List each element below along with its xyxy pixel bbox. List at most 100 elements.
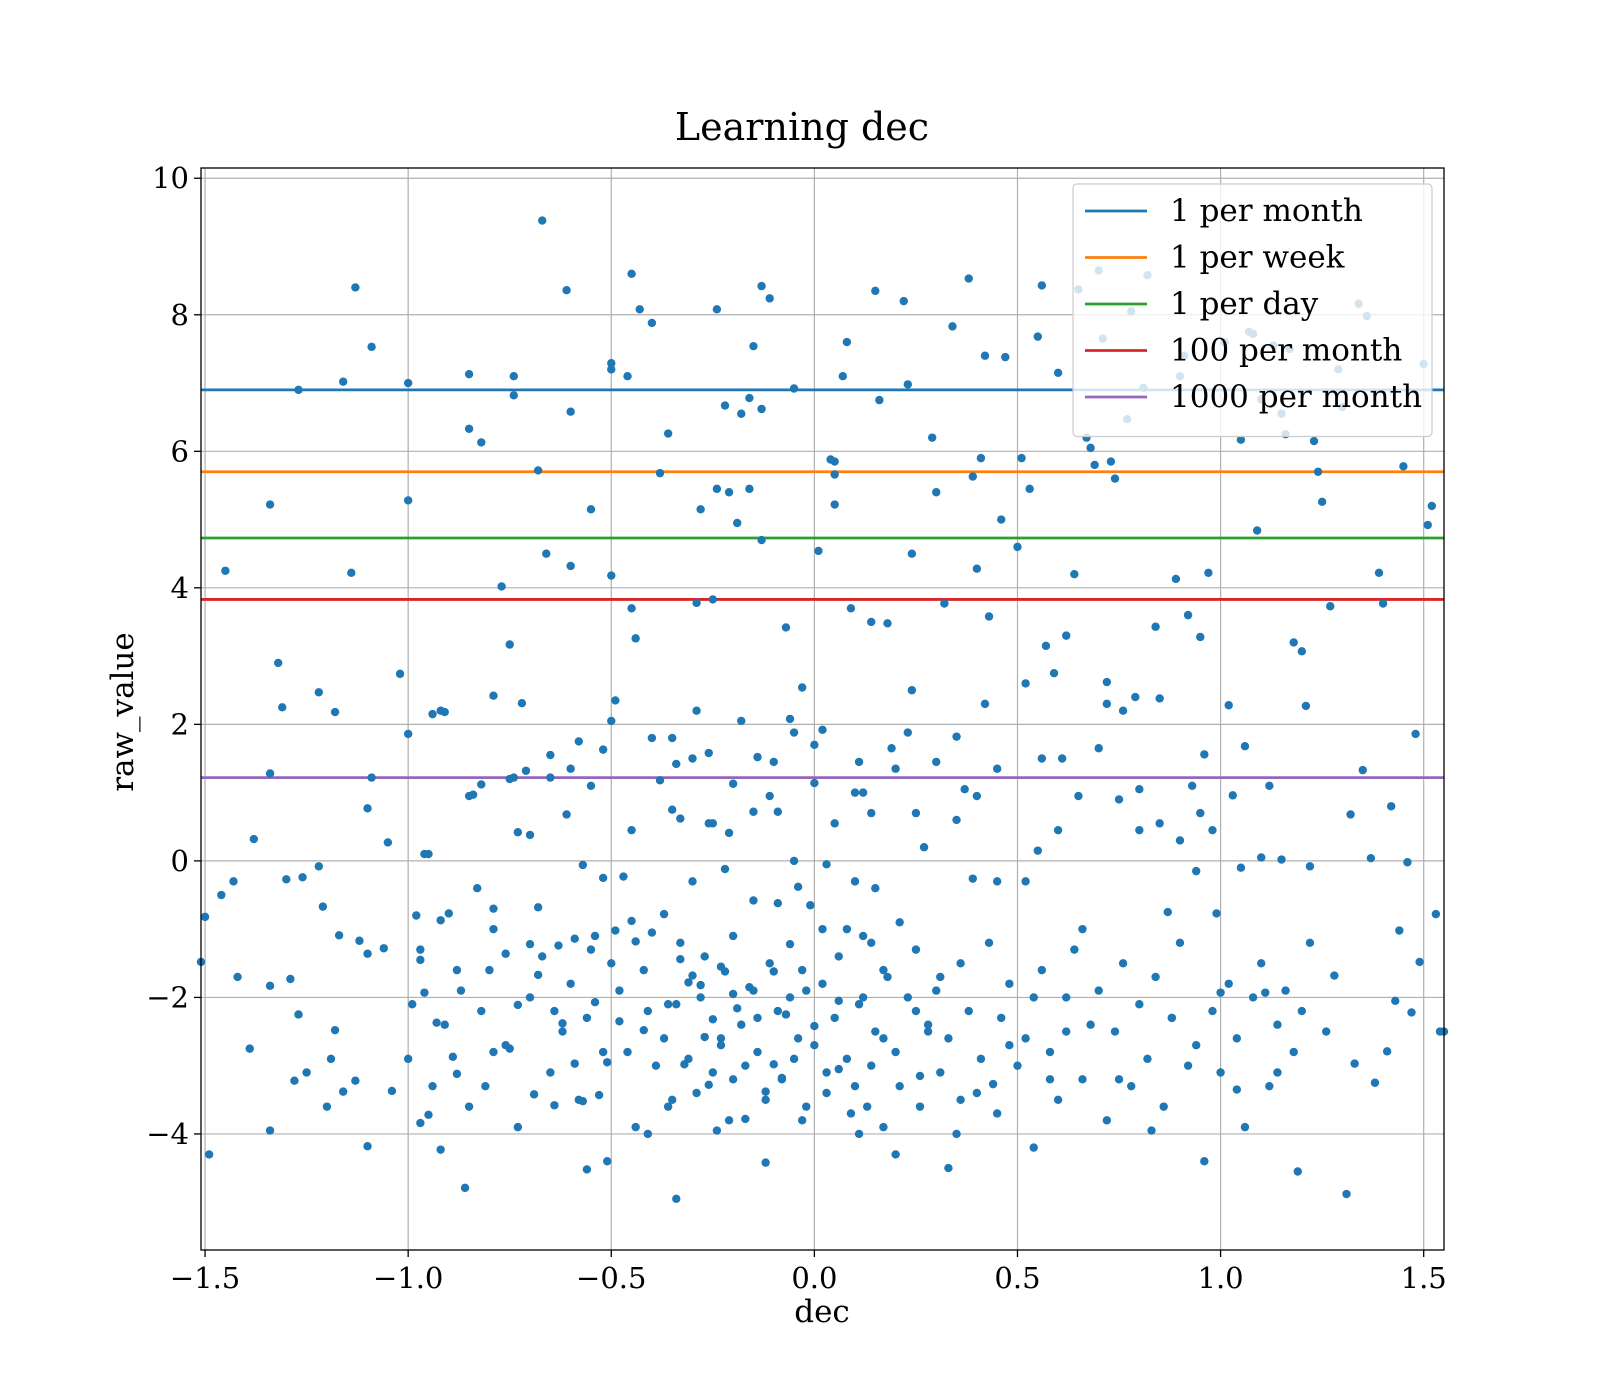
- y-tick-label: 8: [171, 298, 189, 332]
- data-point: [497, 582, 506, 591]
- data-point: [363, 804, 372, 813]
- data-point: [972, 791, 982, 801]
- data-point: [830, 500, 839, 509]
- data-point: [1135, 785, 1144, 794]
- data-point: [416, 955, 425, 965]
- data-point: [789, 856, 799, 866]
- data-point: [1062, 631, 1071, 640]
- data-point: [245, 1044, 254, 1053]
- data-point: [1155, 819, 1164, 828]
- data-point: [355, 936, 364, 945]
- data-point: [265, 1126, 275, 1135]
- data-point: [631, 1122, 640, 1132]
- data-point: [749, 807, 758, 816]
- data-point: [663, 1000, 673, 1009]
- data-point: [822, 1088, 831, 1098]
- data-point: [1118, 959, 1128, 968]
- data-point: [1106, 457, 1116, 466]
- data-point: [582, 1013, 592, 1023]
- data-point: [1029, 993, 1038, 1002]
- data-point: [1017, 453, 1026, 463]
- data-point: [728, 931, 738, 941]
- data-point: [753, 752, 762, 762]
- data-point: [1293, 1167, 1302, 1176]
- data-point: [627, 604, 636, 613]
- data-point: [1240, 742, 1250, 751]
- data-point: [911, 808, 921, 818]
- data-point: [745, 484, 754, 494]
- data-point: [326, 1054, 336, 1064]
- data-point: [704, 748, 713, 758]
- data-point: [1102, 1116, 1112, 1125]
- data-point: [578, 860, 588, 870]
- data-point: [505, 640, 514, 649]
- data-point: [797, 683, 807, 692]
- data-point: [818, 924, 827, 934]
- data-point: [611, 696, 620, 705]
- data-point: [1094, 744, 1103, 753]
- data-point: [802, 1102, 811, 1111]
- data-point: [273, 658, 283, 668]
- data-point: [1053, 825, 1063, 835]
- data-point: [867, 1061, 876, 1070]
- data-point: [603, 1157, 612, 1166]
- data-point: [895, 918, 904, 927]
- data-point: [997, 515, 1006, 524]
- data-point: [363, 949, 372, 958]
- data-point: [1033, 846, 1042, 855]
- data-point: [968, 874, 977, 883]
- data-point: [692, 598, 701, 608]
- data-point: [822, 860, 831, 869]
- data-points: [196, 216, 1449, 1204]
- legend-box: [1072, 183, 1433, 438]
- data-point: [992, 877, 1002, 886]
- data-point: [810, 740, 819, 750]
- data-point: [818, 725, 827, 735]
- data-point: [932, 757, 941, 767]
- data-point: [838, 372, 848, 381]
- data-point: [603, 1058, 612, 1067]
- data-point: [647, 733, 657, 743]
- data-point: [302, 1068, 311, 1077]
- data-point: [1086, 1020, 1095, 1029]
- data-point: [822, 1068, 831, 1077]
- data-point: [1415, 957, 1424, 967]
- data-point: [728, 779, 738, 788]
- data-point: [383, 838, 393, 847]
- data-point: [477, 1006, 486, 1016]
- data-point: [473, 883, 482, 893]
- data-point: [1062, 1027, 1071, 1036]
- data-point: [1257, 853, 1266, 862]
- data-point: [1350, 1059, 1359, 1068]
- data-point: [992, 1109, 1002, 1118]
- data-point: [298, 873, 307, 882]
- data-point: [1208, 1006, 1217, 1016]
- data-point: [1330, 971, 1339, 980]
- data-point: [749, 341, 758, 351]
- data-point: [676, 814, 685, 823]
- data-point: [1025, 484, 1034, 494]
- data-point: [314, 688, 324, 697]
- data-point: [1114, 795, 1124, 804]
- data-point: [793, 882, 803, 892]
- data-point: [948, 322, 957, 331]
- data-point: [452, 965, 462, 975]
- data-point: [525, 939, 535, 949]
- data-point: [724, 488, 734, 497]
- x-axis-label: dec: [794, 1294, 850, 1330]
- data-point: [517, 698, 527, 708]
- data-point: [745, 393, 754, 403]
- axis-ticks: −1.5 −1.0 −0.5 0.0 0.5 1.0 1.5 −4 −2 0 2 4 6 8 10: [146, 161, 1447, 1295]
- data-point: [688, 877, 697, 886]
- data-point: [314, 862, 324, 871]
- data-point: [753, 1047, 762, 1057]
- data-point: [428, 709, 437, 719]
- data-point: [452, 1069, 462, 1079]
- data-point: [891, 764, 900, 773]
- data-point: [769, 967, 778, 976]
- data-point: [1399, 462, 1408, 471]
- data-point: [1114, 1075, 1124, 1084]
- data-point: [854, 757, 864, 767]
- data-point: [676, 954, 685, 964]
- data-point: [1118, 706, 1128, 715]
